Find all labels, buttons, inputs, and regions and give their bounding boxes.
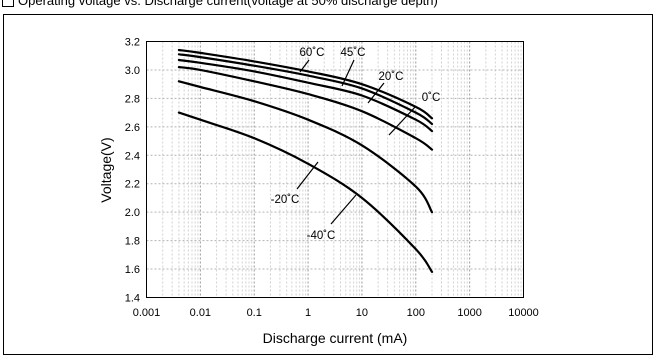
series-line-minus-20c <box>177 80 434 214</box>
series-label-leader <box>299 59 310 73</box>
x-tick-labels: 0.001 0.01 0.1 1 10 100 1000 10000 <box>133 307 539 319</box>
series-line-20c <box>177 58 434 133</box>
series-labels: 60˚C 45˚C 20˚C 0˚C -20˚C -40˚C <box>271 47 441 242</box>
x-tick-label: 0.01 <box>190 307 211 319</box>
y-axis-title: Voltage(V) <box>98 137 114 202</box>
x-tick-label: 0.1 <box>247 307 262 319</box>
square-bullet-icon <box>2 0 14 7</box>
series-line-minus-40c <box>177 111 434 273</box>
series-label-60c: 60˚C <box>300 47 325 59</box>
series-label-leader <box>296 161 319 190</box>
series-layer <box>177 48 434 273</box>
series-label-minus-40c: -40˚C <box>307 230 336 242</box>
plot-area <box>146 41 524 298</box>
y-tick-label: 1.8 <box>125 236 140 248</box>
chart-frame <box>3 14 653 355</box>
grid <box>146 41 524 298</box>
series-label-leader <box>341 59 355 87</box>
chart-title: Operating voltage vs. Discharge current(… <box>18 0 438 8</box>
y-tick-label: 2.0 <box>125 207 140 219</box>
x-tick-label: 1000 <box>457 307 481 319</box>
y-tick-label: 2.8 <box>125 93 140 105</box>
series-label-45c: 45˚C <box>341 47 366 59</box>
series-line-0c <box>177 66 434 151</box>
x-axis-title: Discharge current (mA) <box>263 330 408 346</box>
x-tick-label: 10000 <box>508 307 539 319</box>
y-tick-labels: 1.4 1.6 1.8 2.0 2.2 2.4 2.6 2.8 3.0 3.2 <box>125 37 140 305</box>
x-tick-label: 1 <box>305 307 311 319</box>
series-label-minus-20c: -20˚C <box>271 194 300 206</box>
y-tick-label: 1.4 <box>125 293 140 305</box>
y-tick-label: 2.4 <box>125 150 140 162</box>
series-label-leader <box>367 82 385 104</box>
y-tick-label: 2.2 <box>125 179 140 191</box>
y-tick-label: 3.0 <box>125 65 140 77</box>
series-label-0c: 0˚C <box>422 92 441 104</box>
label-leaders <box>296 59 417 225</box>
x-tick-label: 100 <box>407 307 425 319</box>
x-tick-label: 10 <box>356 307 368 319</box>
y-tick-label: 3.2 <box>125 37 140 49</box>
y-tick-label: 2.6 <box>125 122 140 134</box>
x-tick-label: 0.001 <box>133 307 161 319</box>
y-tick-label: 1.6 <box>125 264 140 276</box>
series-label-leader <box>330 194 357 225</box>
chart-header: Operating voltage vs. Discharge current(… <box>2 0 438 13</box>
series-label-leader <box>388 105 417 136</box>
series-line-45c <box>177 53 434 126</box>
series-label-20c: 20˚C <box>379 71 404 83</box>
